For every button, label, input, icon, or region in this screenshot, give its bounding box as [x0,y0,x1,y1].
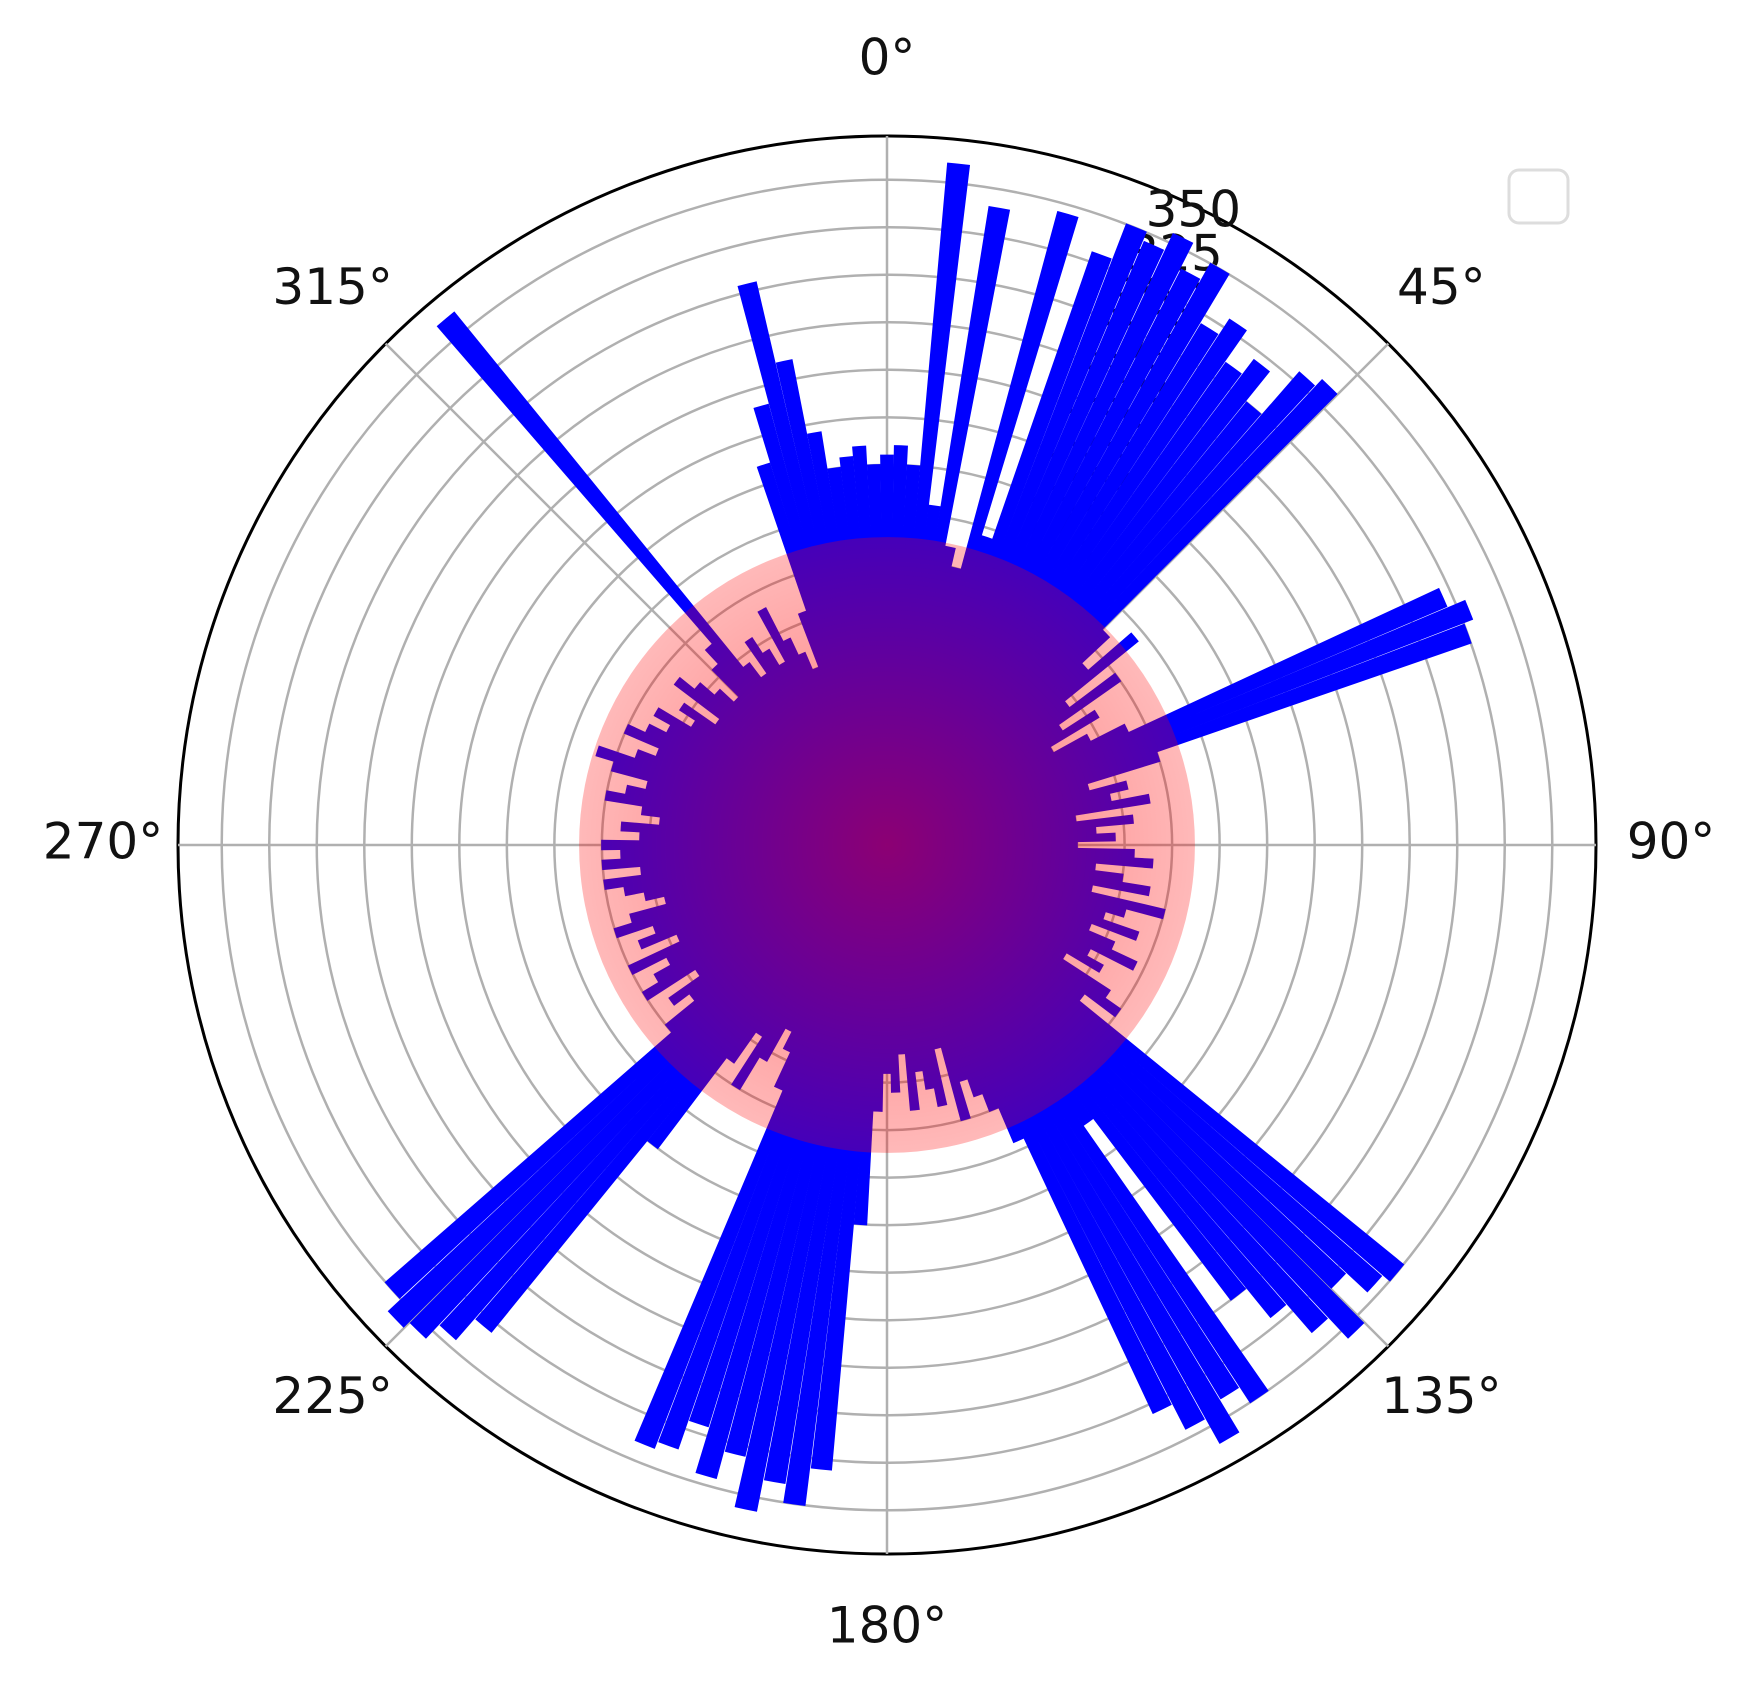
theta-tick-label: 135° [1381,1367,1501,1425]
legend-box [1507,168,1570,225]
theta-tick-label: 180° [827,1597,947,1655]
highlight-circle [579,537,1195,1153]
theta-tick-label: 270° [43,813,163,871]
theta-tick-label: 225° [272,1367,392,1425]
theta-tick-label: 90° [1627,813,1716,871]
theta-tick-label: 315° [272,258,392,316]
r-tick-label: 350 [1146,180,1241,238]
theta-tick-label: 45° [1397,258,1486,316]
theta-tick-label: 0° [859,29,916,87]
